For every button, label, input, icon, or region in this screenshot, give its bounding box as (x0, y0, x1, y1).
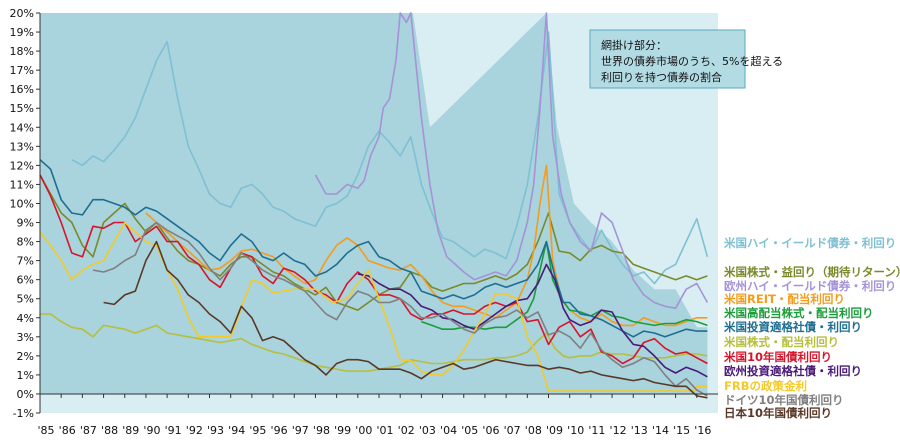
x-tick-label: '93 (207, 424, 224, 437)
x-tick-label: '00 (355, 424, 372, 437)
y-tick-label: 18% (10, 45, 34, 58)
y-tick-label: 16% (10, 83, 34, 96)
legend-label: 日本10年国債利回り (724, 406, 832, 420)
series-line-11 (103, 240, 708, 399)
x-tick-label: '02 (398, 424, 415, 437)
legend-label: 米国REIT・配当利回り (723, 292, 845, 306)
series-line-8 (357, 263, 708, 378)
legend-label: FRBの政策金利 (724, 379, 807, 393)
y-tick-label: 13% (10, 140, 34, 153)
y-tick-label: 9% (17, 217, 34, 230)
x-tick-label: '94 (228, 424, 245, 437)
legend-label: 米国株式・配当利回り (723, 335, 839, 349)
annotation-line-3: 利回りを持つ債券の割合 (601, 70, 722, 84)
x-tick-label: '06 (482, 424, 499, 437)
x-tick-label: '92 (186, 424, 203, 437)
legend: 米国ハイ・イールド債券・利回り米国株式・益回り（期待リターン）欧州ハイ・イールド… (723, 236, 900, 420)
series-line-0 (71, 31, 709, 285)
y-tick-label: 7% (17, 255, 34, 268)
x-tick-label: '14 (652, 424, 669, 437)
series-line-9 (39, 221, 708, 392)
y-tick-label: 15% (10, 102, 34, 115)
x-tick-label: '90 (143, 424, 160, 437)
x-tick-label: '05 (461, 424, 478, 437)
x-tick-label: '16 (694, 424, 711, 437)
series-lines (39, 12, 709, 399)
y-tick-label: 6% (17, 274, 34, 287)
y-tick-label: 11% (10, 178, 34, 191)
annotation-line-1: 網掛け部分： (601, 38, 667, 52)
legend-label: 米国投資適格社債・利回り (723, 320, 862, 334)
x-tick-label: '10 (567, 424, 584, 437)
x-tick-label: '07 (504, 424, 521, 437)
y-tick-label: 19% (10, 26, 34, 39)
annotation-line-2: 世界の債券市場のうち、5%を超える (601, 54, 783, 68)
series-line-10 (92, 221, 708, 397)
x-tick-label: '11 (588, 424, 605, 437)
x-tick-label: '15 (673, 424, 690, 437)
x-tick-label: '13 (631, 424, 648, 437)
legend-label: 米国株式・益回り（期待リターン） (723, 265, 900, 279)
y-tick-label: 8% (17, 236, 34, 249)
y-tick-label: 10% (10, 197, 34, 210)
y-tick-label: 14% (10, 121, 34, 134)
x-tick-label: '98 (313, 424, 330, 437)
y-tick-label: 0% (17, 388, 34, 401)
legend-label: 米国ハイ・イールド債券・利回り (723, 236, 896, 250)
y-tick-label: 5% (17, 293, 34, 306)
legend-label: 欧州投資適格社債・利回り (724, 364, 862, 378)
legend-label: 米国高配当株式・配当利回り (723, 306, 874, 320)
x-tick-label: '12 (610, 424, 627, 437)
legend-label: 米国10年国債利回り (723, 350, 832, 364)
x-tick-label: '04 (440, 424, 457, 437)
y-tick-label: 4% (17, 312, 34, 325)
annotation-box: 網掛け部分： 世界の債券市場のうち、5%を超える 利回りを持つ債券の割合 (589, 29, 783, 89)
x-tick-label: '08 (525, 424, 542, 437)
y-tick-label: 3% (17, 331, 34, 344)
series-line-2 (314, 12, 709, 309)
x-tick-label: '09 (546, 424, 563, 437)
x-tick-label: '01 (376, 424, 393, 437)
legend-label: 欧州ハイ・イールド債券・利回り (724, 279, 896, 293)
x-tick-label: '86 (59, 424, 76, 437)
y-tick-label: -1% (13, 407, 34, 420)
x-tick-label: '95 (249, 424, 266, 437)
x-tick-label: '99 (334, 424, 351, 437)
x-tick-label: '85 (37, 424, 54, 437)
x-tick-label: '88 (101, 424, 118, 437)
x-tick-label: '97 (292, 424, 309, 437)
x-tick-label: '03 (419, 424, 436, 437)
y-tick-label: 2% (17, 350, 34, 363)
legend-label: ドイツ10年国債利回り (724, 393, 844, 407)
x-tick-label: '96 (271, 424, 288, 437)
x-tick-label: '87 (80, 424, 97, 437)
x-tick-label: '91 (165, 424, 182, 437)
y-tick-label: 20% (10, 7, 34, 20)
y-tick-label: 1% (17, 369, 34, 382)
y-tick-label: 17% (10, 64, 34, 77)
axes: -1% 0% 1% 2% 3% 4% 5% 6% 7% 8% 9% 10% 11% 12% 13% 14% 15… (10, 7, 718, 437)
x-tick-label: '89 (122, 424, 139, 437)
y-tick-label: 12% (10, 159, 34, 172)
